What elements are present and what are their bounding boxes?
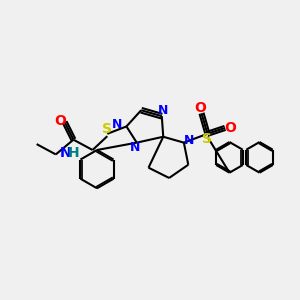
Text: O: O: [224, 121, 236, 135]
Text: N: N: [158, 104, 168, 117]
Text: N: N: [184, 134, 194, 147]
Text: N: N: [130, 141, 140, 154]
Text: N: N: [59, 146, 71, 160]
Text: S: S: [102, 122, 112, 136]
Text: N: N: [112, 118, 122, 131]
Text: S: S: [202, 132, 212, 146]
Text: O: O: [54, 114, 66, 128]
Text: O: O: [194, 101, 206, 115]
Text: H: H: [68, 146, 80, 160]
